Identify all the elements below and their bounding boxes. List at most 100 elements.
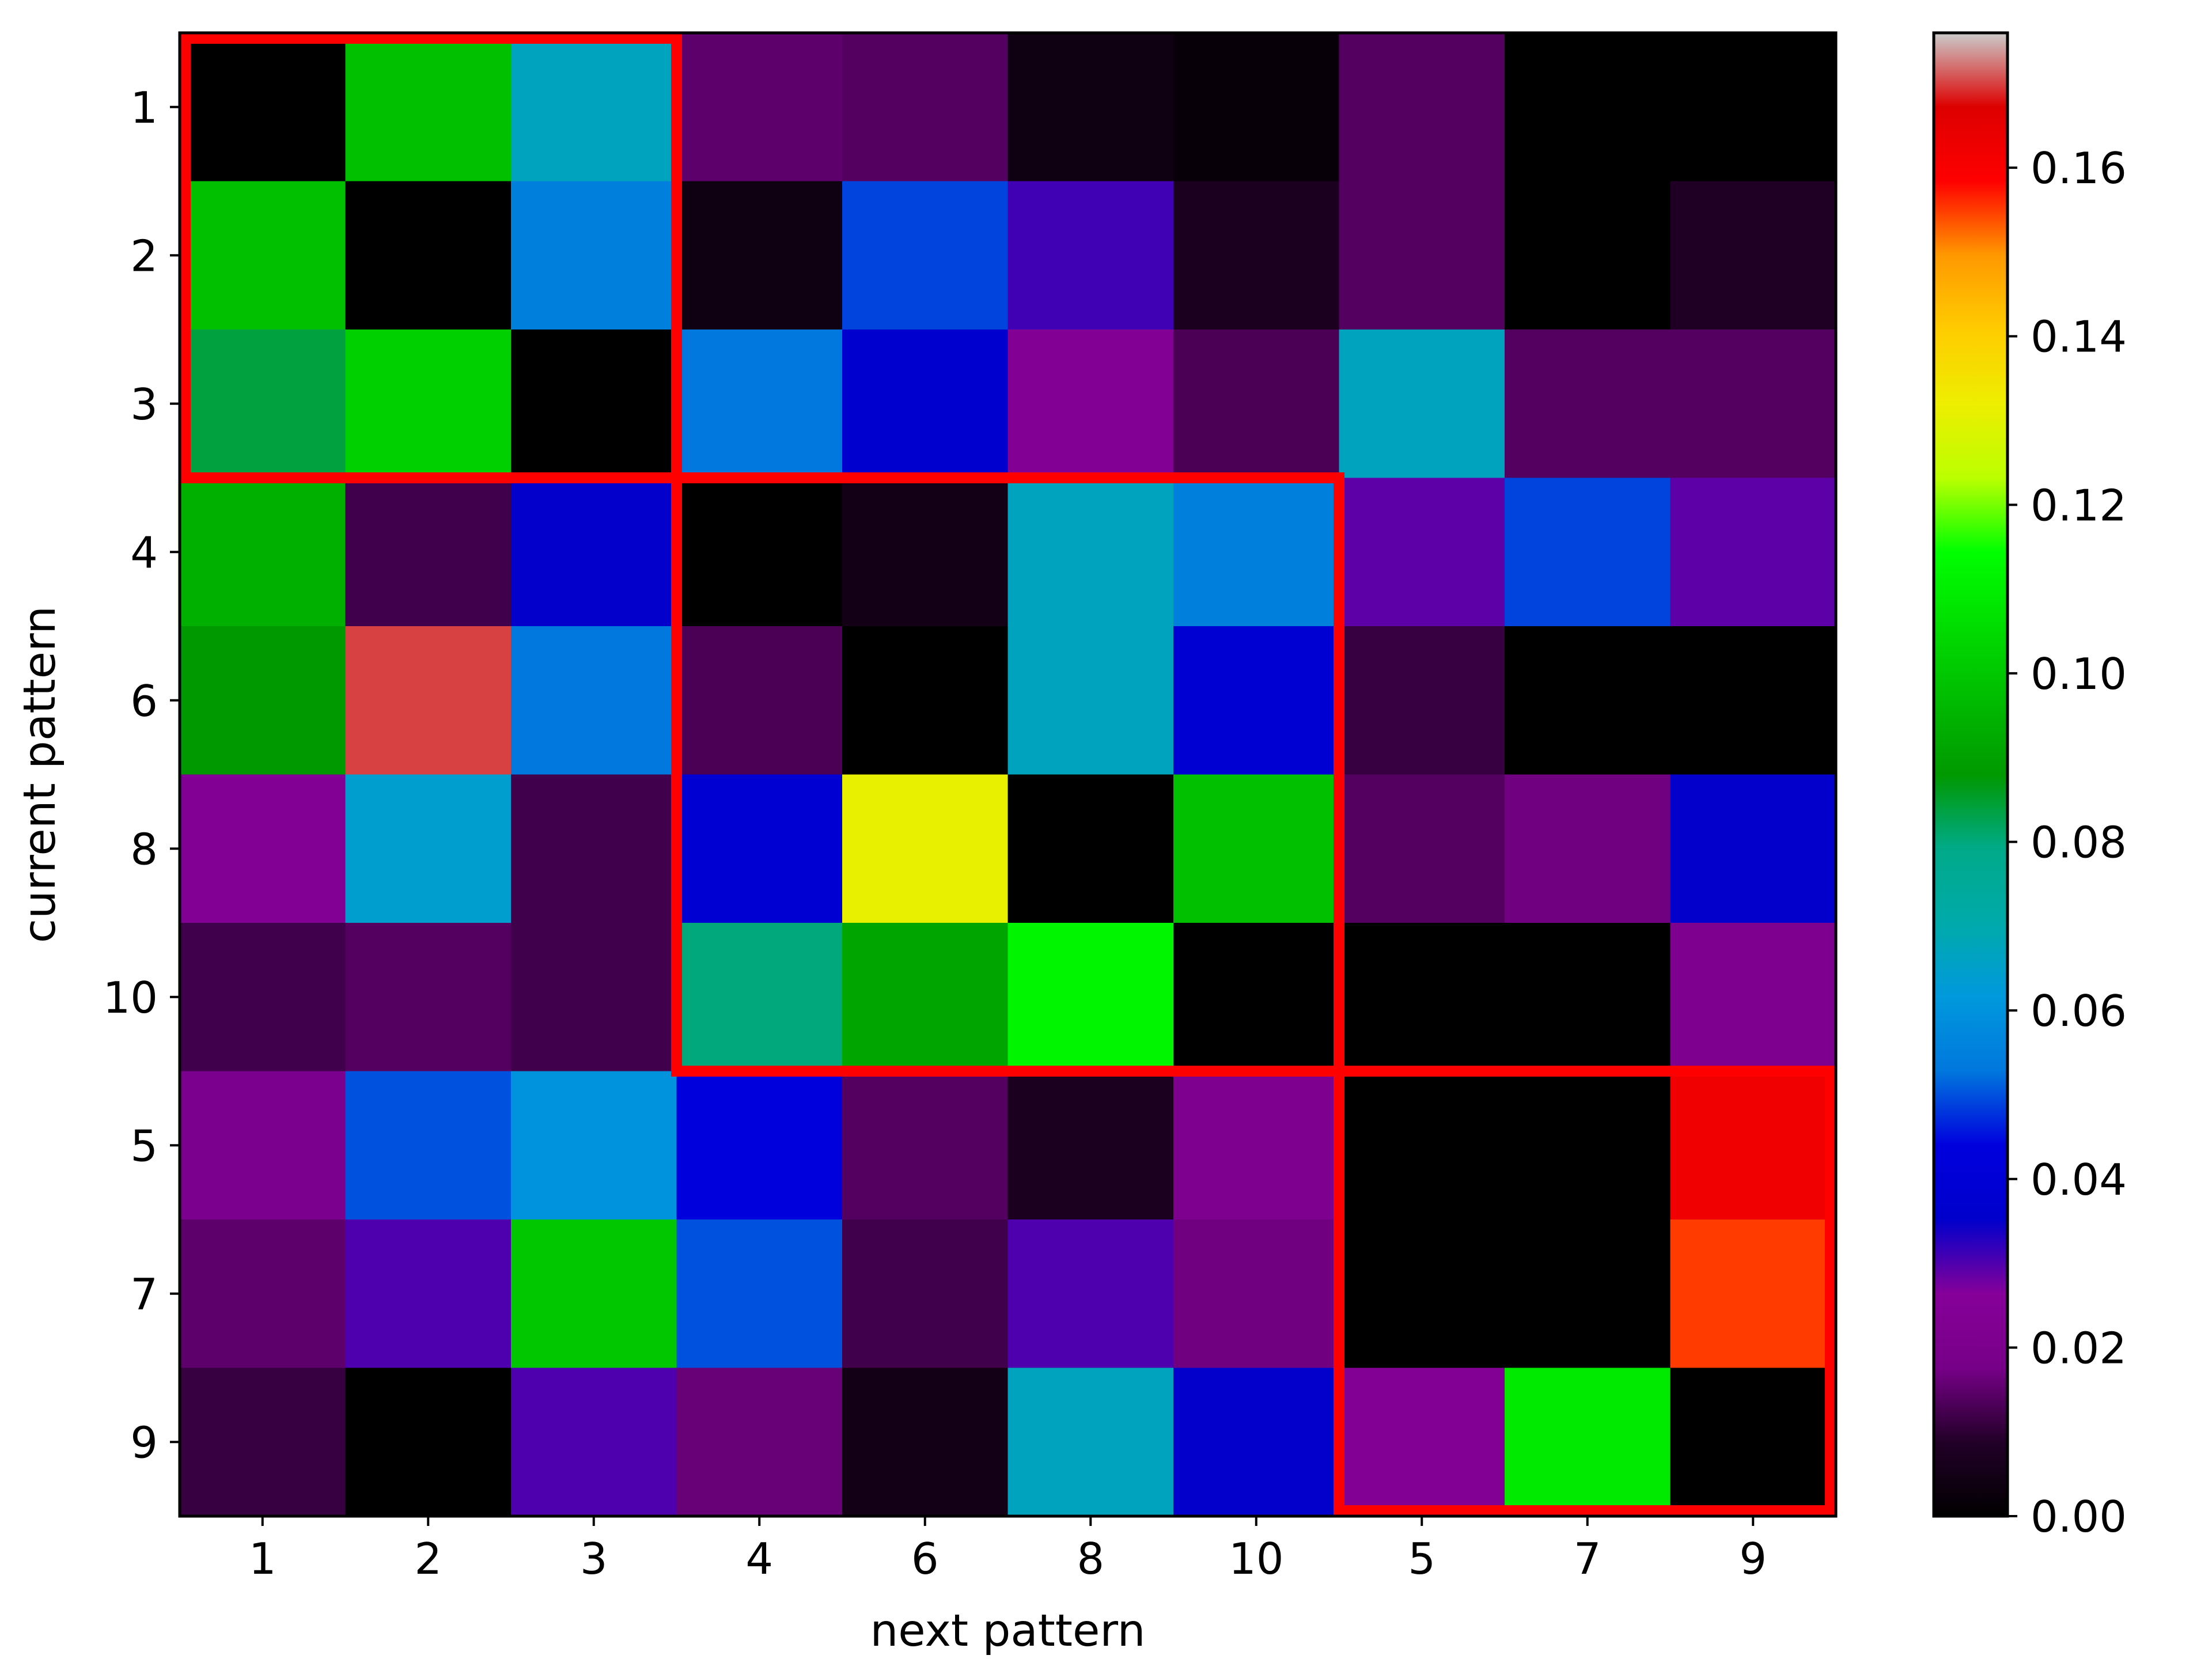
heatmap-cell xyxy=(1173,478,1340,627)
heatmap-cell xyxy=(1007,626,1174,775)
x-tick-label: 6 xyxy=(911,1533,939,1584)
heatmap-cell xyxy=(1173,626,1340,775)
colorbar-tick-label: 0.16 xyxy=(2031,143,2127,194)
heatmap-cell xyxy=(676,1219,843,1369)
colorbar-tick-label: 0.00 xyxy=(2031,1491,2127,1542)
colorbar-tick-label: 0.10 xyxy=(2031,649,2127,699)
heatmap-cell xyxy=(676,181,843,330)
y-tick-label: 6 xyxy=(130,676,158,726)
heatmap-cell xyxy=(345,1368,512,1517)
heatmap-cell xyxy=(180,33,346,182)
heatmap-cell xyxy=(511,626,677,775)
x-tick-label: 7 xyxy=(1574,1533,1601,1584)
heatmap-cell xyxy=(1505,181,1671,330)
heatmap-cell xyxy=(345,923,512,1072)
x-tick-label: 9 xyxy=(1739,1533,1767,1584)
plot-frame xyxy=(178,31,1838,1518)
heatmap-cell xyxy=(676,1071,843,1220)
heatmap-cell xyxy=(676,329,843,479)
heatmap-cell xyxy=(511,1219,677,1369)
colorbar-tick-label: 0.14 xyxy=(2031,312,2127,362)
y-tick-label: 4 xyxy=(130,527,158,578)
heatmap-cell xyxy=(180,626,346,775)
heatmap-cell xyxy=(180,923,346,1072)
heatmap-cell xyxy=(1505,329,1671,479)
heatmap-cell xyxy=(1670,1368,1836,1517)
heatmap-cell xyxy=(1505,1219,1671,1369)
heatmap-cell xyxy=(1339,33,1505,182)
y-tick-label: 5 xyxy=(130,1120,158,1171)
heatmap-cell xyxy=(345,626,512,775)
highlight-block xyxy=(1334,1066,1836,1516)
heatmap-cell xyxy=(842,923,1009,1072)
heatmap-cell xyxy=(1007,774,1174,923)
heatmap-cell xyxy=(1007,478,1174,627)
y-tick-label: 8 xyxy=(130,824,158,874)
highlight-block xyxy=(671,472,1344,1077)
heatmap-cell xyxy=(1670,626,1836,775)
y-tick-label: 9 xyxy=(130,1417,158,1468)
heatmap-cell xyxy=(511,329,677,479)
colorbar: 0.00 0.02 0.04 0.06 0.08 0.10 0.12 0.14 0.16 xyxy=(1932,31,2127,1542)
x-tick-label: 4 xyxy=(745,1533,773,1584)
colorbar-tick-label: 0.06 xyxy=(2031,986,2127,1036)
heatmap-cell xyxy=(1173,329,1340,479)
heatmap-cell xyxy=(842,478,1009,627)
highlight-blocks xyxy=(180,33,1836,1516)
y-axis-label: current pattern xyxy=(14,606,66,943)
heatmap-cell xyxy=(1505,774,1671,923)
heatmap-cell xyxy=(1670,181,1836,330)
heatmap-cell xyxy=(1339,774,1505,923)
heatmap-cell xyxy=(1173,1071,1340,1220)
y-axis-ticks: 1 2 3 4 6 8 10 5 7 9 xyxy=(103,82,180,1468)
heatmap-cell xyxy=(1173,1368,1340,1517)
heatmap-cell xyxy=(345,1071,512,1220)
heatmap-cell xyxy=(1670,923,1836,1072)
heatmap-cell xyxy=(842,1219,1009,1369)
colorbar-tick-label: 0.04 xyxy=(2031,1154,2127,1205)
heatmap-cell xyxy=(345,329,512,479)
heatmap-cell xyxy=(676,626,843,775)
heatmap-cell xyxy=(842,1368,1009,1517)
heatmap-cell xyxy=(1173,33,1340,182)
heatmap-cell xyxy=(345,181,512,330)
heatmap-cell xyxy=(1007,33,1174,182)
colorbar-gradient xyxy=(1932,31,2009,1518)
heatmap-cell xyxy=(1505,626,1671,775)
x-tick-label: 3 xyxy=(580,1533,608,1584)
heatmap-cell xyxy=(511,478,677,627)
colorbar-tick-label: 0.12 xyxy=(2031,480,2127,531)
heatmap-cell xyxy=(842,329,1009,479)
x-axis-ticks: 1 2 3 4 6 8 10 5 7 9 xyxy=(249,1516,1767,1584)
x-axis-label: next pattern xyxy=(870,1605,1146,1657)
heatmap-cell xyxy=(842,774,1009,923)
heatmap-cell xyxy=(1505,1071,1671,1220)
colorbar-tick-label: 0.02 xyxy=(2031,1323,2127,1373)
heatmap-cell xyxy=(180,181,346,330)
heatmap-cell xyxy=(842,1071,1009,1220)
heatmap-cell xyxy=(180,478,346,627)
heatmap-cell xyxy=(180,1071,346,1220)
heatmap-cell xyxy=(511,181,677,330)
heatmap-cell xyxy=(1670,33,1836,182)
heatmap-cell xyxy=(345,33,512,182)
highlight-block xyxy=(180,33,682,483)
heatmap-cell xyxy=(1505,1368,1671,1517)
heatmap-cell xyxy=(1339,626,1505,775)
heatmap-cell xyxy=(1007,1219,1174,1369)
x-tick-label: 2 xyxy=(414,1533,442,1584)
heatmap-cell xyxy=(345,478,512,627)
heatmap-cell xyxy=(1173,1219,1340,1369)
heatmap-cell xyxy=(1007,181,1174,330)
heatmap-cell xyxy=(1670,1219,1836,1369)
heatmap-cell xyxy=(676,478,843,627)
heatmap-cell xyxy=(842,626,1009,775)
y-tick-label: 7 xyxy=(130,1269,158,1320)
x-tick-label: 10 xyxy=(1229,1533,1283,1584)
heatmap-cell xyxy=(1339,1368,1505,1517)
heatmap-cell xyxy=(1505,33,1671,182)
colorbar-tick-label: 0.08 xyxy=(2031,817,2127,868)
heatmap-cell xyxy=(1339,478,1505,627)
heatmap-cell xyxy=(1339,1219,1505,1369)
y-tick-label: 1 xyxy=(130,82,158,133)
